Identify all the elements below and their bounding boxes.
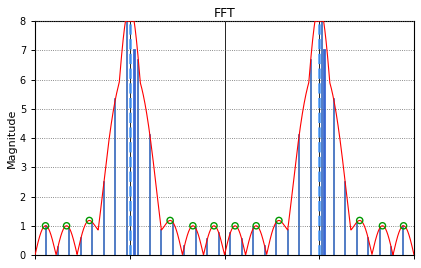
Point (356, 218, 363, 223)
Point (42, 224, 49, 228)
Point (232, 224, 238, 228)
Point (86, 218, 93, 223)
Point (63, 224, 70, 228)
Point (253, 224, 260, 228)
Point (400, 224, 407, 228)
Point (276, 218, 282, 223)
Point (167, 218, 173, 223)
Point (210, 224, 217, 228)
Point (189, 224, 196, 228)
Title: FFT: FFT (213, 7, 235, 20)
Point (379, 224, 386, 228)
Y-axis label: Magnitude: Magnitude (7, 108, 17, 168)
